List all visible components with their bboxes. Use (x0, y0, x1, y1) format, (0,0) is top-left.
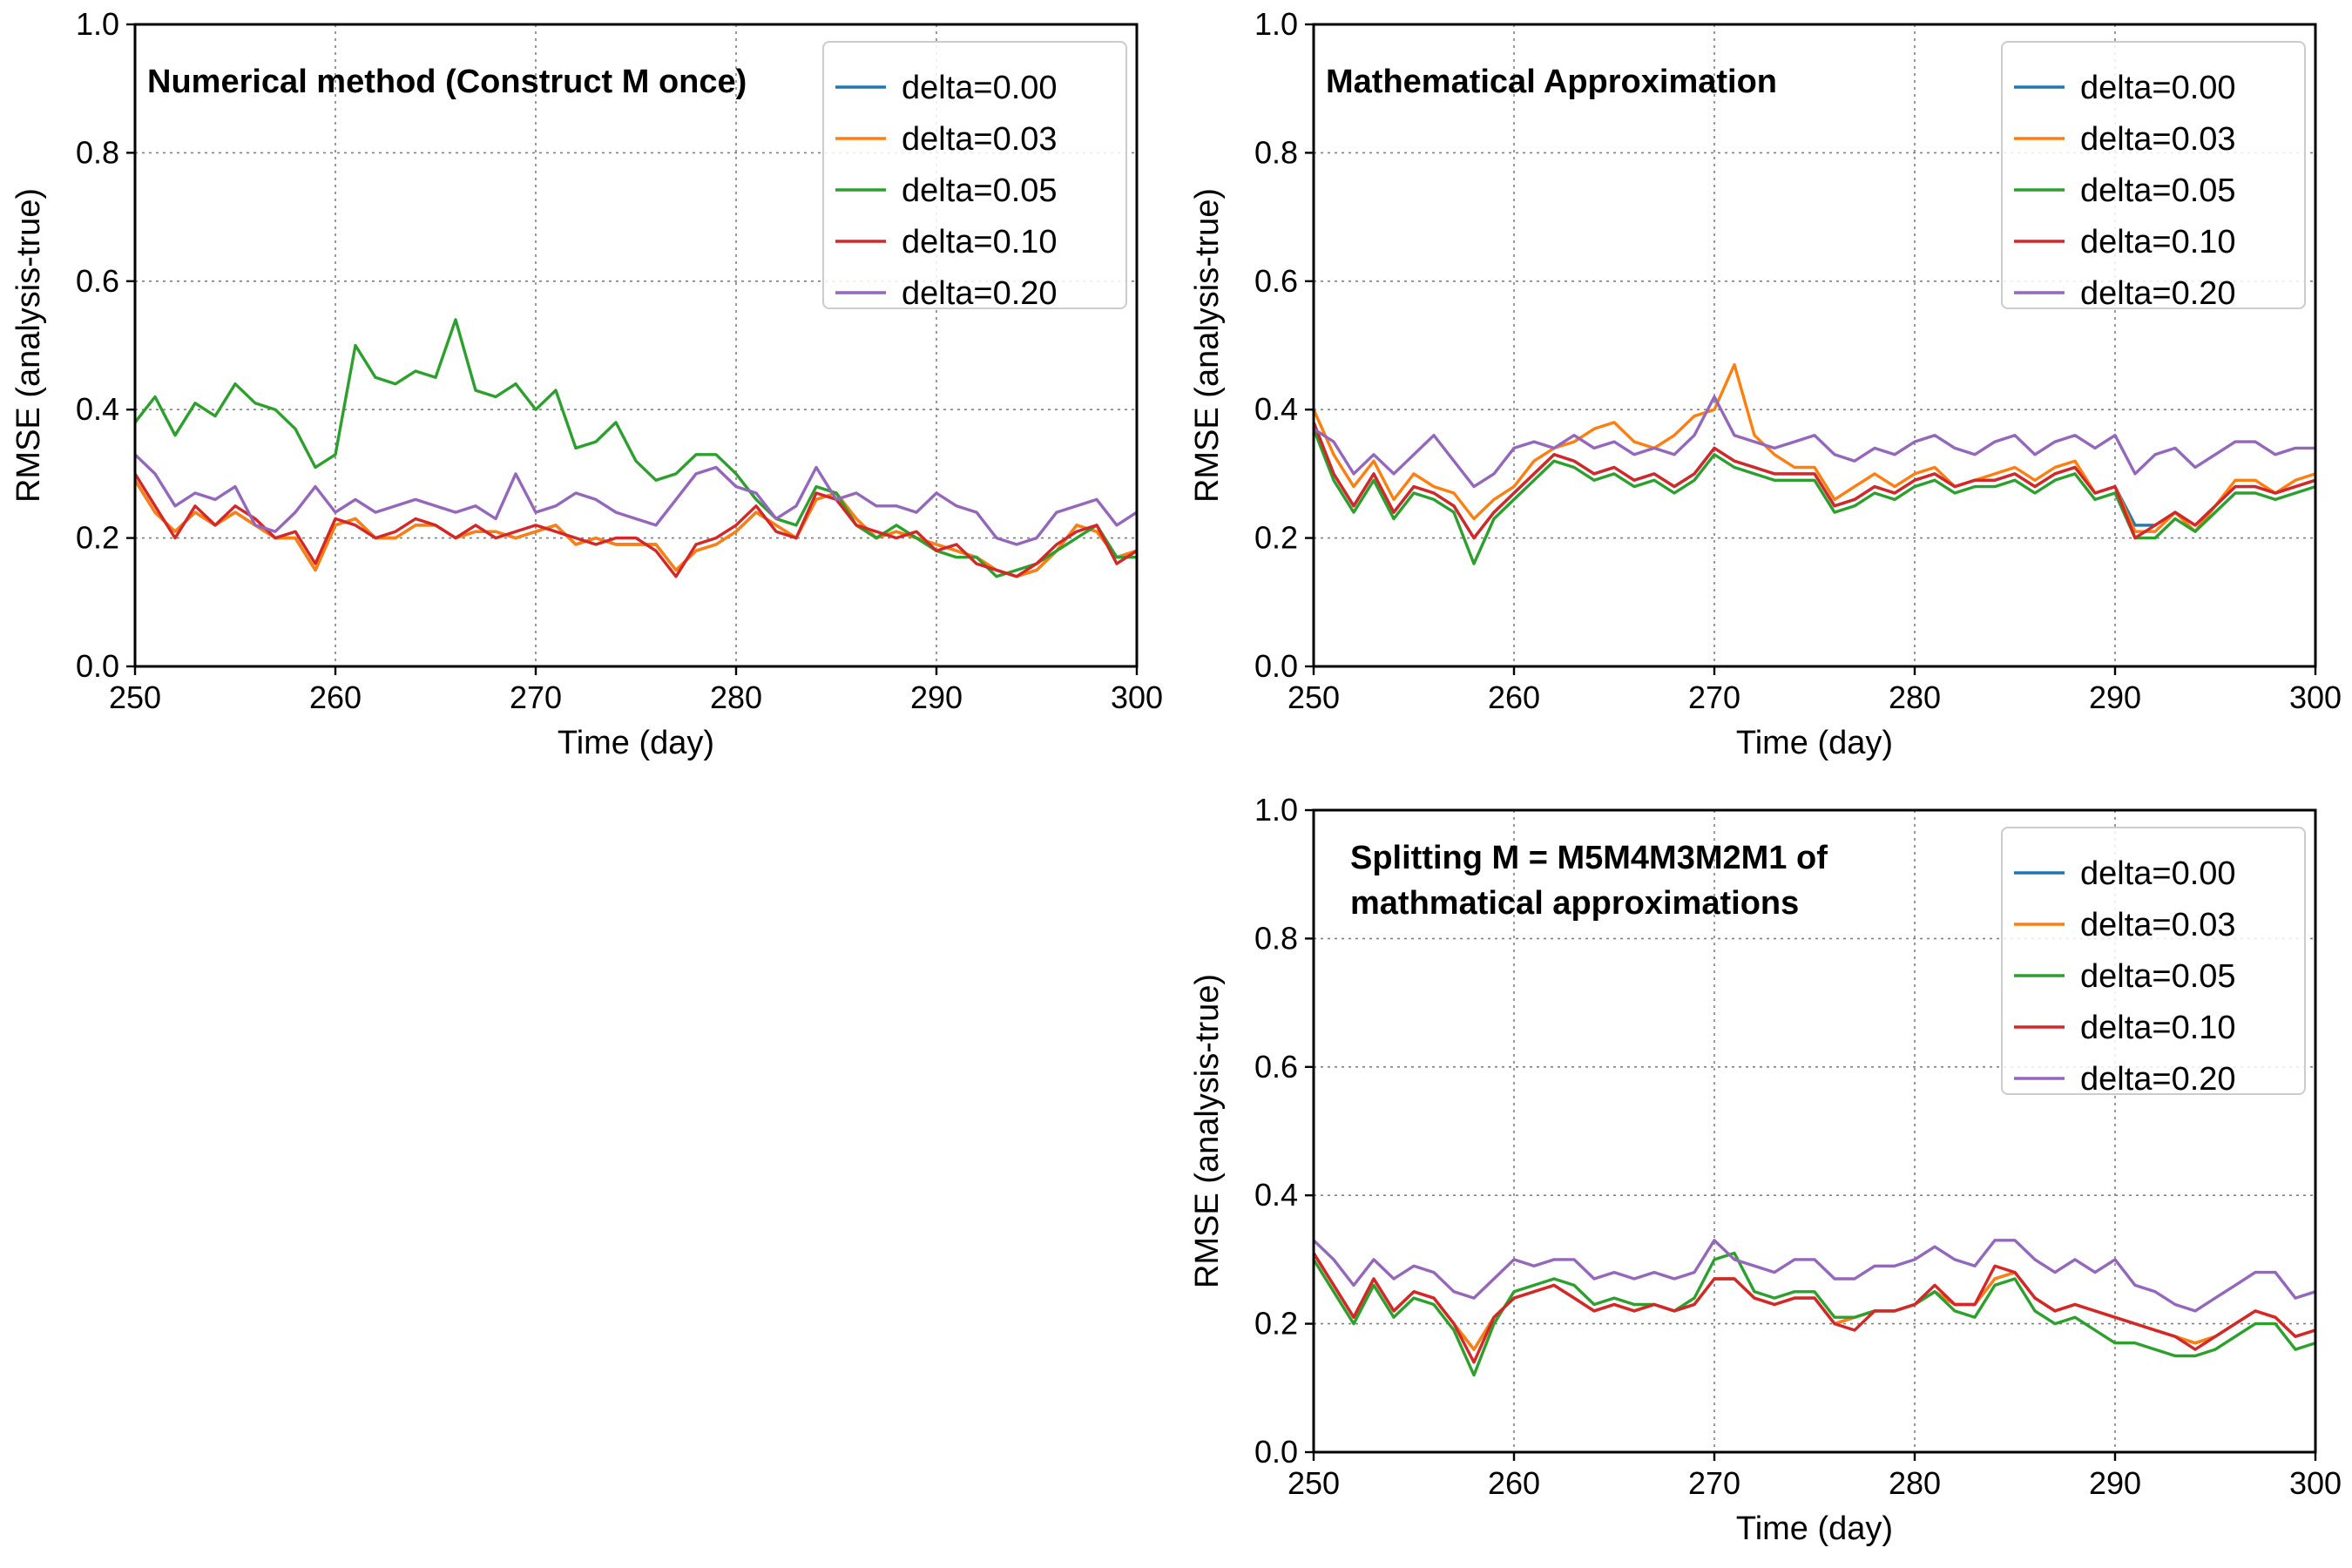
x-axis-label: Time (day) (1736, 725, 1893, 761)
y-tick-label: 1.0 (76, 6, 119, 42)
x-axis-label: Time (day) (558, 725, 714, 761)
series-line-delta=0.03 (1314, 362, 2315, 533)
x-tick-label: 260 (1488, 679, 1540, 715)
x-tick-label: 300 (1111, 679, 1163, 715)
legend-entry-label: delta=0.00 (2080, 70, 2236, 106)
y-tick-label: 0.6 (76, 263, 119, 299)
y-tick-label: 0.2 (1254, 520, 1298, 556)
legend-entry-label: delta=0.20 (2080, 275, 2236, 312)
chart-panel-1: 250 260 270 280 290 300 0.0 0.2 0.4 0.6 0.8 1.0 Time… (10, 6, 1163, 761)
panel-title: Numerical method (Construct M once) (147, 64, 747, 100)
x-tick-label: 280 (1889, 679, 1941, 715)
y-tick-label: 0.4 (1254, 1177, 1298, 1213)
legend: delta=0.00 delta=0.03 delta=0.05 delta=0.10… (822, 41, 1127, 312)
legend-entry-label: delta=0.05 (2080, 958, 2236, 995)
legend-box (2001, 827, 2306, 1095)
y-tick-label: 0.0 (1254, 648, 1298, 684)
legend: delta=0.00 delta=0.03 delta=0.05 delta=0.10… (2001, 827, 2306, 1098)
series-group (1314, 1239, 2315, 1377)
y-tick-label: 0.2 (1254, 1306, 1298, 1342)
series-line-delta=0.10 (1314, 421, 2315, 540)
y-tick-label: 0.8 (76, 134, 119, 170)
x-tick-label: 260 (1488, 1465, 1540, 1501)
y-tick-label: 0.4 (1254, 391, 1298, 427)
y-tick-label: 0.2 (76, 520, 119, 556)
x-tick-label: 280 (1889, 1465, 1941, 1501)
y-tick-label: 0.8 (1254, 920, 1298, 956)
legend-entry-label: delta=0.03 (2080, 907, 2236, 943)
series-line-delta=0.20 (1314, 1239, 2315, 1313)
panel-title-line: Splitting M = M5M4M3M2M1 of (1350, 840, 1828, 876)
legend-entry-label: delta=0.03 (902, 121, 1058, 158)
legend-box (822, 41, 1127, 309)
series-line-delta=0.10 (135, 472, 1137, 578)
x-tick-label: 250 (109, 679, 161, 715)
series-group (135, 318, 1137, 578)
plot-frame (1312, 808, 2317, 1454)
y-axis-label: RMSE (analysis-true) (10, 188, 47, 503)
x-axis-label: Time (day) (1736, 1511, 1893, 1547)
y-tick-label: 0.6 (1254, 1049, 1298, 1085)
plot-frame (133, 23, 1139, 668)
x-tick-label: 280 (710, 679, 762, 715)
y-axis-label: RMSE (analysis-true) (1189, 974, 1226, 1288)
legend-entry-label: delta=0.05 (2080, 172, 2236, 209)
chart-panel-3: 250 260 270 280 290 300 0.0 0.2 0.4 0.6 0.8 1.0 Time… (1189, 792, 2342, 1547)
series-line-delta=0.20 (135, 453, 1137, 546)
series-line-delta=0.05 (1314, 427, 2315, 565)
x-tick-label: 290 (2089, 1465, 2141, 1501)
plot-frame (1312, 23, 2317, 668)
x-tick-label: 260 (309, 679, 362, 715)
legend-entry-label: delta=0.10 (2080, 1010, 2236, 1046)
legend-entry-label: delta=0.20 (902, 275, 1058, 312)
panel-title-line: mathmatical approximations (1350, 885, 1799, 922)
x-tick-label: 270 (1688, 679, 1740, 715)
y-tick-label: 0.6 (1254, 263, 1298, 299)
x-tick-label: 300 (2289, 679, 2342, 715)
chart-panel-2: 250 260 270 280 290 300 0.0 0.2 0.4 0.6 0.8 1.0 Time… (1189, 6, 2342, 761)
y-tick-label: 0.0 (1254, 1434, 1298, 1470)
y-axis-label: RMSE (analysis-true) (1189, 188, 1226, 503)
legend-entry-label: delta=0.00 (2080, 855, 2236, 892)
legend: delta=0.00 delta=0.03 delta=0.05 delta=0.10… (2001, 41, 2306, 312)
series-line-delta=0.10 (1314, 1251, 2315, 1364)
series-line-delta=0.03 (135, 478, 1137, 578)
legend-entry-label: delta=0.20 (2080, 1061, 2236, 1098)
x-tick-label: 250 (1288, 1465, 1340, 1501)
legend-entry-label: delta=0.10 (902, 224, 1058, 260)
y-tick-label: 1.0 (1254, 6, 1298, 42)
y-tick-label: 0.8 (1254, 134, 1298, 170)
y-tick-label: 0.4 (76, 391, 119, 427)
x-tick-label: 300 (2289, 1465, 2342, 1501)
legend-entry-label: delta=0.10 (2080, 224, 2236, 260)
y-tick-label: 0.0 (76, 648, 119, 684)
series-group (1314, 362, 2315, 565)
x-tick-label: 250 (1288, 679, 1340, 715)
x-tick-label: 290 (2089, 679, 2141, 715)
x-tick-label: 290 (910, 679, 963, 715)
x-tick-label: 270 (1688, 1465, 1740, 1501)
legend-box (2001, 41, 2306, 309)
panel-title: Mathematical Approximation (1326, 64, 1777, 100)
series-line-delta=0.20 (1314, 395, 2315, 489)
x-tick-label: 270 (510, 679, 562, 715)
y-tick-label: 1.0 (1254, 792, 1298, 828)
legend-entry-label: delta=0.03 (2080, 121, 2236, 158)
legend-entry-label: delta=0.05 (902, 172, 1058, 209)
series-line-delta=0.05 (1314, 1251, 2315, 1377)
legend-entry-label: delta=0.00 (902, 70, 1058, 106)
